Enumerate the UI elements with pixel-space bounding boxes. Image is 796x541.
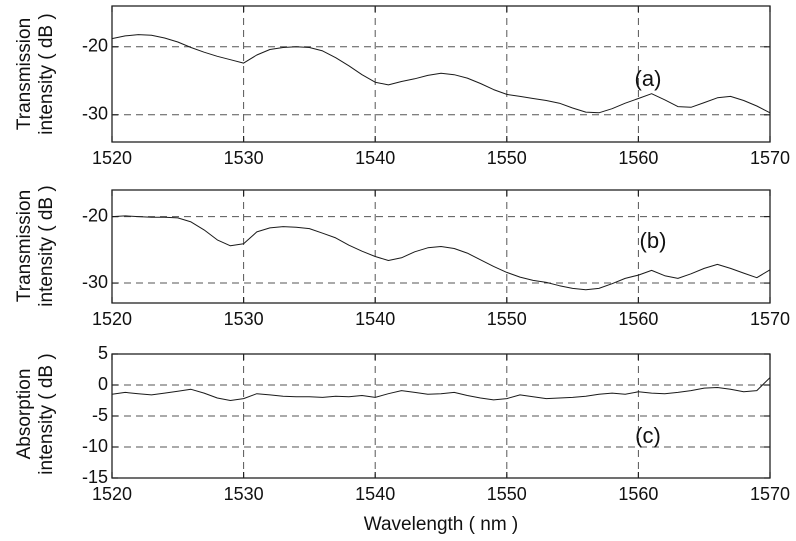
panel-c-xtick-label-1540: 1540 [355, 484, 395, 504]
panel-c-ylabel-line1: Absorption [14, 369, 35, 460]
panel-b-series-0 [111, 215, 771, 291]
panel-c-xtick-label-1520: 1520 [92, 484, 132, 504]
panel-c-ytick-label--10: -10 [82, 436, 108, 456]
x-axis-label: Wavelength ( nm ) [364, 514, 519, 535]
panel-b-xtick-label-1540: 1540 [355, 309, 395, 329]
panel-b-ylabel-line1: Transmission [14, 190, 35, 302]
panel-a-ylabel-line2: intensity ( dB ) [36, 13, 57, 134]
panel-a-series [111, 34, 771, 114]
panel-a-ticks [111, 6, 771, 142]
panel-b-tick-labels: 1520 1530 1540 1550 1560 1570 -20 -30 [82, 205, 790, 329]
panel-a: 1520 1530 1540 1550 1560 1570 -20 -30 (a) Trans… [14, 5, 790, 168]
panel-c-xtick-label-1550: 1550 [487, 484, 527, 504]
panel-b-xtick-label-1560: 1560 [618, 309, 658, 329]
panel-b-frame [111, 189, 771, 304]
panel-a-ylabel-line1: Transmission [14, 18, 35, 130]
panel-b-series [111, 215, 771, 291]
panel-c-label: (c) [635, 423, 661, 448]
panel-c-ytick-label-5: 5 [98, 343, 108, 363]
panel-a-tick-labels: 1520 1530 1540 1550 1560 1570 -20 -30 [82, 36, 790, 168]
panel-b-ticks [111, 190, 771, 303]
panel-c-series [111, 377, 771, 401]
panel-b-xtick-label-1520: 1520 [92, 309, 132, 329]
panel-b-xtick-label-1570: 1570 [750, 309, 790, 329]
panel-a-xtick-label-1530: 1530 [224, 148, 264, 168]
panel-a-series-0 [111, 34, 771, 114]
panel-c: 1520 1530 1540 1550 1560 1570 5 0 -5 -10 -15 (c) A… [14, 343, 790, 504]
panel-b-grid [112, 190, 770, 303]
panel-b-xtick-label-1550: 1550 [487, 309, 527, 329]
panel-b-xtick-label-1530: 1530 [224, 309, 264, 329]
panel-c-tick-labels: 1520 1530 1540 1550 1560 1570 5 0 -5 -10 -15 [82, 343, 790, 504]
panel-b-label: (b) [640, 228, 667, 253]
panel-c-grid [112, 354, 770, 478]
panel-b: 1520 1530 1540 1550 1560 1570 -20 -30 (b) Trans… [14, 185, 790, 329]
panel-c-ytick-label--5: -5 [92, 405, 108, 425]
panel-a-xtick-label-1570: 1570 [750, 148, 790, 168]
panel-a-ytick-label--20: -20 [82, 36, 108, 56]
panel-a-label: (a) [635, 66, 662, 91]
panel-a-xtick-label-1560: 1560 [618, 148, 658, 168]
panel-c-ytick-label-0: 0 [98, 374, 108, 394]
panel-c-ylabel-line2: intensity ( dB ) [36, 353, 57, 474]
panel-c-xtick-label-1560: 1560 [618, 484, 658, 504]
panel-c-ticks [111, 353, 771, 479]
panel-c-xtick-label-1530: 1530 [224, 484, 264, 504]
panel-a-xtick-label-1520: 1520 [92, 148, 132, 168]
panel-b-ylabel-line2: intensity ( dB ) [36, 185, 57, 306]
panel-a-ytick-label--30: -30 [82, 104, 108, 124]
panel-a-xtick-label-1550: 1550 [487, 148, 527, 168]
panel-a-frame [111, 5, 771, 143]
panel-c-series-0 [111, 377, 771, 401]
panel-c-ytick-label--15: -15 [82, 467, 108, 487]
panel-c-xtick-label-1570: 1570 [750, 484, 790, 504]
panel-b-ytick-label--20: -20 [82, 205, 108, 225]
panel-a-xtick-label-1540: 1540 [355, 148, 395, 168]
panel-a-grid [112, 6, 770, 142]
panel-b-ytick-label--30: -30 [82, 272, 108, 292]
